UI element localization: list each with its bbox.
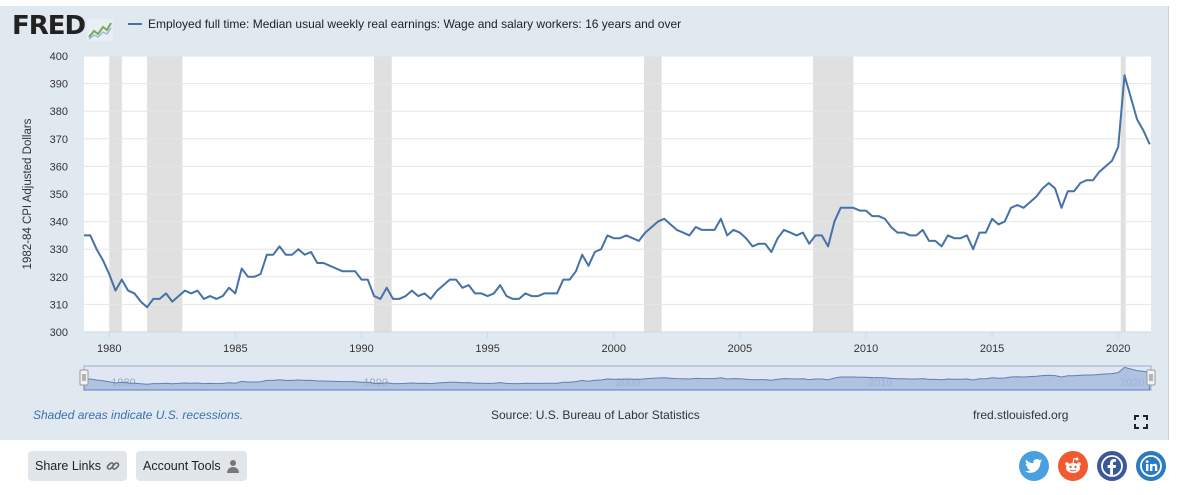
x-tick-label: 1985 (223, 343, 247, 355)
navigator-left-handle[interactable] (79, 369, 89, 386)
y-axis: 300 310 320 330 340 350 360 370 380 390 400 (50, 51, 68, 339)
y-tick-label: 340 (50, 217, 68, 229)
y-tick-label: 370 (50, 134, 68, 146)
series-line-0[interactable] (84, 74, 1151, 309)
y-tick-label: 360 (50, 161, 68, 173)
x-axis: 1980 1985 1990 1995 2000 2005 2010 2015 2020 (84, 331, 1151, 355)
reddit-share-button[interactable] (1058, 451, 1088, 481)
link-icon (106, 462, 120, 470)
y-tick-label: 300 (50, 327, 68, 339)
y-axis-label: 1982-84 CPI Adjusted Dollars (22, 118, 34, 269)
x-tick-label: 2010 (854, 343, 878, 355)
x-tick-label: 1990 (349, 343, 373, 355)
y-tick-label: 330 (50, 244, 68, 256)
twitter-share-button[interactable] (1019, 451, 1049, 481)
source-text: Source: U.S. Bureau of Labor Statistics (491, 408, 700, 422)
share-links-label: Share Links (35, 459, 102, 473)
legend-swatch (128, 23, 142, 25)
y-tick-label: 380 (50, 106, 68, 118)
user-icon (226, 460, 239, 473)
range-navigator[interactable]: 19801990200020102020 (79, 365, 1156, 391)
legend-label: Employed full time: Median usual weekly … (148, 17, 682, 31)
share-links-button[interactable]: Share Links (28, 451, 128, 481)
account-tools-button[interactable]: Account Tools (136, 451, 247, 481)
fred-logo[interactable]: FRED (12, 11, 114, 41)
x-tick-label: 2020 (1106, 343, 1130, 355)
navigator-series (83, 366, 1151, 391)
account-tools-label: Account Tools (143, 459, 221, 473)
reddit-icon (1065, 457, 1081, 473)
y-tick-label: 310 (50, 299, 68, 311)
linkedin-icon (1140, 455, 1162, 477)
y-tick-label: 400 (50, 51, 68, 63)
chart-legend: Employed full time: Median usual weekly … (128, 17, 681, 31)
x-tick-label: 1995 (475, 343, 499, 355)
facebook-share-button[interactable] (1097, 451, 1127, 481)
navigator-right-handle[interactable] (1146, 369, 1156, 386)
x-tick-label: 2000 (601, 343, 625, 355)
x-tick-label: 2015 (980, 343, 1004, 355)
fred-chart-icon (87, 19, 114, 41)
logo-text: FRED (12, 11, 86, 41)
y-tick-label: 320 (50, 272, 68, 284)
top-strip (0, 0, 1187, 6)
recession-note: Shaded areas indicate U.S. recessions. (33, 408, 244, 422)
x-tick-label: 2005 (728, 343, 752, 355)
facebook-icon (1101, 455, 1123, 477)
fullscreen-icon[interactable] (1134, 415, 1148, 429)
site-link[interactable]: fred.stlouisfed.org (973, 408, 1069, 422)
twitter-icon (1025, 459, 1042, 473)
linkedin-share-button[interactable] (1136, 451, 1166, 481)
x-tick-label: 1980 (97, 343, 121, 355)
y-tick-label: 350 (50, 189, 68, 201)
y-tick-label: 390 (50, 79, 68, 91)
series-group (84, 74, 1151, 309)
